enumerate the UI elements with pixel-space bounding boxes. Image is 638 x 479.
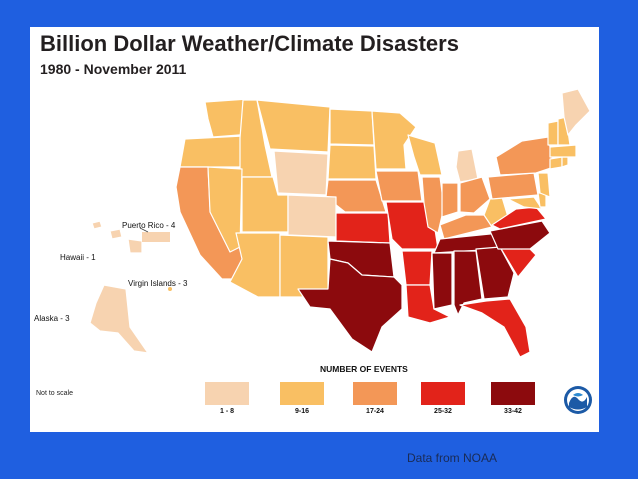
noaa-logo-icon: [564, 386, 592, 414]
legend-title: NUMBER OF EVENTS: [320, 364, 408, 374]
state-ia: [375, 170, 423, 202]
legend-label-3: 17-24: [366, 408, 384, 415]
legend-label-2: 9-16: [294, 408, 309, 415]
puerto-rico-label: Puerto Rico - 4: [122, 221, 176, 230]
state-mn: [371, 110, 417, 170]
state-nm: [279, 234, 329, 298]
legend-label-5: 33-42: [504, 408, 522, 415]
map-subtitle: 1980 - November 2011: [40, 61, 187, 77]
state-va: [491, 206, 547, 230]
map-title: Billion Dollar Weather/Climate Disasters: [40, 31, 459, 56]
state-nj: [537, 172, 551, 198]
legend-swatch-3: [353, 382, 397, 405]
state-md: [507, 196, 543, 210]
state-nd: [329, 108, 375, 146]
state-or: [179, 135, 244, 168]
state-mi: [455, 148, 479, 183]
legend-swatch-1: [205, 382, 249, 405]
state-oh: [459, 176, 491, 214]
hawaii-label: Hawaii - 1: [60, 253, 96, 262]
state-wi: [407, 134, 443, 176]
legend-swatch-4: [421, 382, 465, 405]
us-disaster-map: Puerto Rico - 4 Hawaii - 1 Virgin Island…: [34, 88, 591, 358]
state-tx: [297, 258, 403, 353]
state-hi: [91, 220, 103, 230]
state-fl: [459, 298, 531, 358]
state-vt: [547, 120, 559, 146]
state-ks: [335, 212, 391, 244]
state-co: [287, 194, 337, 238]
state-ga: [475, 246, 515, 300]
legend-label-1: 1 - 8: [219, 408, 234, 415]
puerto-rico-shape: [142, 232, 170, 242]
state-pa: [487, 172, 539, 200]
legend-label-4: 25-32: [434, 408, 452, 415]
legend-swatch-2: [280, 382, 324, 405]
alaska-label: Alaska - 3: [34, 314, 70, 323]
state-mt: [256, 99, 331, 153]
state-me: [561, 88, 591, 136]
state-ms: [431, 252, 453, 310]
state-ny: [495, 136, 555, 176]
legend-swatch-5: [491, 382, 535, 405]
state-il: [421, 176, 445, 234]
state-nc: [489, 220, 551, 250]
state-sd: [327, 144, 377, 180]
puerto-rico-leader: [139, 227, 149, 233]
state-la: [405, 284, 451, 324]
state-in: [441, 182, 459, 218]
state-hi-2: [109, 228, 123, 240]
state-ar: [401, 250, 433, 286]
source-caption: Data from NOAA: [407, 451, 498, 465]
state-ne: [325, 179, 387, 213]
slide-panel: Billion Dollar Weather/Climate Disasters…: [30, 27, 599, 432]
state-ak: [89, 284, 149, 354]
virgin-islands-shape: [168, 287, 172, 291]
state-ri: [561, 156, 569, 168]
state-wy: [273, 150, 329, 196]
virgin-islands-label: Virgin Islands - 3: [128, 279, 188, 288]
not-to-scale-note: Not to scale: [36, 390, 73, 397]
state-az: [229, 232, 281, 298]
state-nv: [207, 166, 243, 253]
state-ct: [549, 156, 563, 170]
state-ma: [549, 144, 577, 158]
state-hi-3: [127, 238, 143, 254]
